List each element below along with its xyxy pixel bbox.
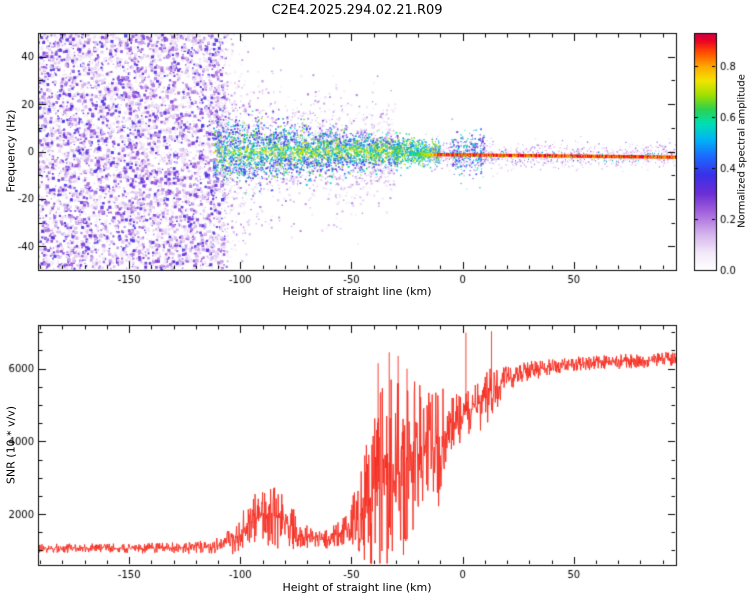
snr-xlabel: Height of straight line (km) [282,581,432,594]
spectrogram-xlabel: Height of straight line (km) [282,285,432,298]
figure-title: C2E4.2025.294.02.21.R09 [271,3,443,18]
spectrogram-ylabel: Frequency (Hz) [4,109,18,193]
snr-ylabel: SNR (10 * v/v) [4,405,18,485]
colorbar-label: Normalized spectral amplitude [736,74,748,228]
